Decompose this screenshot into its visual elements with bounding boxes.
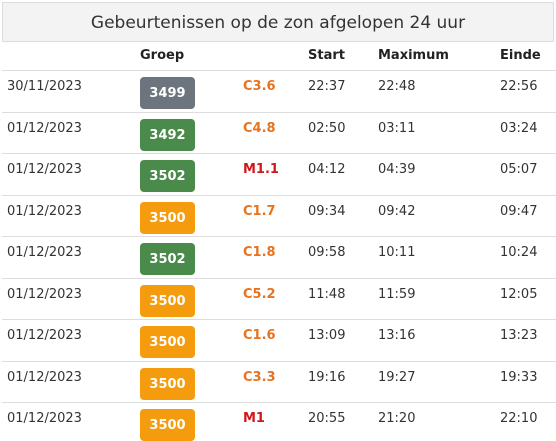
start-time: 19:16: [308, 369, 346, 385]
end-time: 09:47: [500, 203, 538, 219]
start-time: 11:48: [308, 286, 346, 302]
group-badge: 3500: [140, 409, 195, 441]
maximum-time: 19:27: [378, 369, 416, 385]
group-badge: 3500: [140, 201, 195, 234]
date: 01/12/2023: [7, 245, 82, 260]
flare-class: C1.7: [243, 203, 276, 219]
table-row: 30/11/2023 3499 C3.6 22:37 22:48 22:56: [2, 70, 556, 112]
maximum-time: 11:59: [378, 286, 416, 302]
date: 01/12/2023: [7, 286, 82, 302]
end-time: 22:10: [500, 411, 538, 426]
title: Gebeurtenissen op de zon afgelopen 24 uu…: [2, 2, 554, 42]
end-time: 13:23: [500, 328, 538, 343]
date: 01/12/2023: [7, 411, 82, 426]
start-time: 09:34: [308, 203, 346, 219]
maximum-time: 09:42: [378, 203, 416, 219]
flare-class: C1.6: [243, 328, 276, 343]
end-time: 12:05: [500, 286, 538, 302]
maximum-time: 10:11: [378, 245, 416, 260]
maximum-time: 22:48: [378, 79, 416, 94]
end-time: 10:24: [500, 245, 538, 260]
date: 30/11/2023: [7, 79, 82, 94]
group-badge: 3500: [140, 367, 195, 400]
table-row: 01/12/2023 3500 C3.3 19:16 19:27 19:33: [2, 360, 556, 403]
end-time: 22:56: [500, 79, 538, 94]
flare-class: C4.8: [243, 120, 276, 136]
maximum-time: 03:11: [378, 120, 416, 136]
flare-class: C3.3: [243, 369, 276, 385]
start-time: 20:55: [308, 411, 346, 426]
group-badge: 3500: [140, 326, 195, 358]
table-row: 01/12/2023 3500 C1.6 13:09 13:16 13:23: [2, 319, 556, 361]
table-row: 01/12/2023 3500 M1 20:55 21:20 22:10: [2, 402, 556, 441]
column-header: Groep: [140, 48, 185, 63]
group-badge: 3499: [140, 77, 195, 109]
maximum-time: 13:16: [378, 328, 416, 343]
column-header: Start: [308, 48, 345, 63]
maximum-time: 04:39: [378, 162, 416, 177]
group-badge: 3500: [140, 284, 195, 317]
column-header: Maximum: [378, 48, 449, 63]
date: 01/12/2023: [7, 162, 82, 177]
end-time: 19:33: [500, 369, 538, 385]
column-header: Einde: [500, 48, 541, 63]
group-badge: 3502: [140, 243, 195, 275]
start-time: 09:58: [308, 245, 346, 260]
flare-class: M1.1: [243, 162, 279, 177]
end-time: 03:24: [500, 120, 538, 136]
table-row: 01/12/2023 3502 C1.8 09:58 10:11 10:24: [2, 236, 556, 278]
group-badge: 3502: [140, 160, 195, 192]
start-time: 02:50: [308, 120, 346, 136]
flare-class: C3.6: [243, 79, 276, 94]
flare-class: M1: [243, 411, 265, 426]
table-row: 01/12/2023 3492 C4.8 02:50 03:11 03:24: [2, 111, 556, 154]
end-time: 05:07: [500, 162, 538, 177]
date: 01/12/2023: [7, 369, 82, 385]
flare-class: C1.8: [243, 245, 276, 260]
table-row: 01/12/2023 3500 C5.2 11:48 11:59 12:05: [2, 277, 556, 320]
table-row: 01/12/2023 3500 C1.7 09:34 09:42 09:47: [2, 194, 556, 237]
group-badge: 3492: [140, 118, 195, 151]
date: 01/12/2023: [7, 120, 82, 136]
date: 01/12/2023: [7, 328, 82, 343]
start-time: 13:09: [308, 328, 346, 343]
maximum-time: 21:20: [378, 411, 416, 426]
date: 01/12/2023: [7, 203, 82, 219]
start-time: 22:37: [308, 79, 346, 94]
start-time: 04:12: [308, 162, 346, 177]
flare-class: C5.2: [243, 286, 276, 302]
table-row: 01/12/2023 3502 M1.1 04:12 04:39 05:07: [2, 153, 556, 195]
